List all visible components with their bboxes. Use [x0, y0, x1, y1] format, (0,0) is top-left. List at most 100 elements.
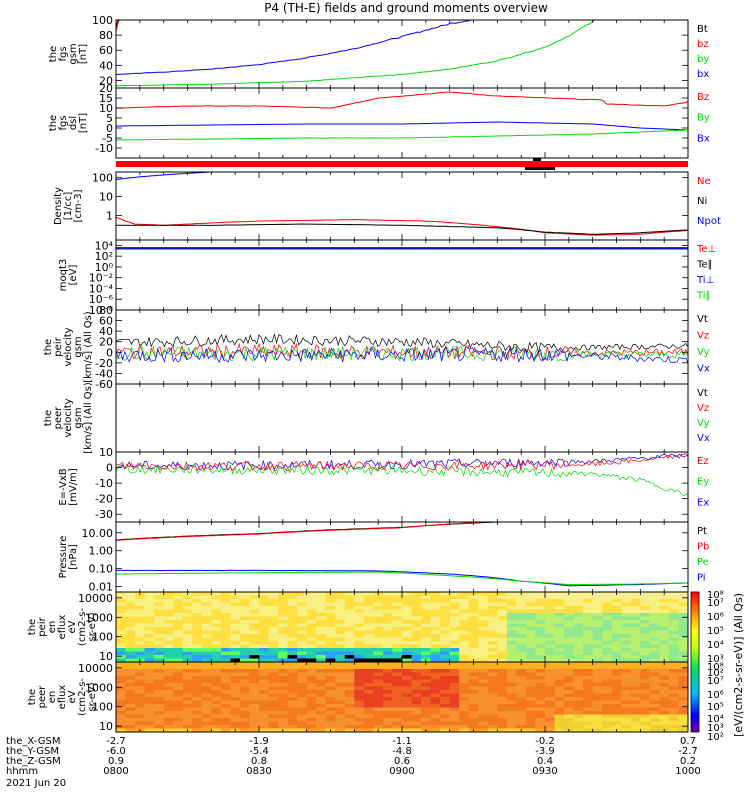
y-tick-label: -10 [95, 477, 113, 490]
legend-e_field-1: Ey [697, 477, 709, 488]
y-axis-label: en [47, 621, 58, 634]
y-axis-label: peer [37, 685, 48, 709]
series-peir_velocity-Vx [116, 346, 688, 364]
y-axis-label: en [47, 691, 58, 704]
colorbar-tick-label: 10⁶ [707, 612, 724, 623]
y-tick-label: 20 [99, 74, 113, 87]
y-tick-label: 10 [99, 446, 113, 459]
y-tick-label: 0 [106, 346, 113, 359]
y-axis-label: (cm2-s- [77, 608, 88, 646]
chart-title: P4 (TH-E) fields and ground moments over… [264, 1, 548, 15]
colorbar-tick-label: 10⁸ [707, 662, 724, 673]
y-tick-label: 1000 [85, 611, 113, 624]
y-tick-label: -20 [95, 357, 113, 370]
y-axis-label: peer [53, 406, 64, 430]
series-fgs_dsl-Bz [116, 91, 688, 109]
y-tick-label: 100 [92, 14, 113, 27]
panel-frame-fgs_gsm [115, 19, 689, 89]
y-tick-label: 100 [92, 172, 113, 185]
series-density-Ni [116, 223, 688, 235]
y-tick-label: 20 [99, 82, 113, 95]
legend-peir_velocity-3: Vx [697, 364, 710, 375]
y-tick-label: 10⁻⁶ [89, 293, 114, 306]
colorbar-tick-label: 10⁴ [707, 714, 724, 725]
y-tick-label: -60 [95, 378, 113, 391]
x-tick-label: -2.7 [678, 746, 698, 757]
colorbar-tick-label: 10⁷ [707, 676, 724, 687]
y-tick-label: 40 [99, 59, 113, 72]
y-axis-label: [nPa] [68, 544, 79, 570]
x-axis-row-label: the_Y-GSM [6, 746, 59, 757]
series-e_field-Ey [116, 463, 688, 497]
x-tick-label: 0800 [103, 766, 128, 777]
y-axis-label: eV [67, 620, 78, 633]
legend-peir_velocity-0: Vt [697, 314, 708, 325]
legend-pressure-3: Pi [697, 573, 706, 584]
y-axis-label: gsm [73, 407, 84, 428]
y-axis-label: dsl [68, 116, 79, 130]
colorbar-tick-label: 10⁶ [707, 690, 724, 701]
series-fgs_dsl-Bx [116, 121, 688, 131]
x-tick-label: 0.2 [680, 756, 696, 767]
y-axis-label: eflux [57, 685, 68, 710]
y-axis-label: [cm-3] [73, 189, 84, 222]
colorbar-tick-label: 10⁴ [707, 640, 724, 651]
panel-frame-density [115, 171, 689, 241]
y-axis-label: [mV/m] [68, 468, 79, 506]
legend-peer_velocity-0: Vt [697, 388, 708, 399]
y-tick-label: 10⁰ [95, 261, 114, 274]
legend-peer_velocity-2: Vy [697, 418, 710, 429]
quality-flag-bar [116, 161, 688, 167]
x-tick-label: 0.7 [680, 736, 696, 747]
y-tick-label: 10⁻⁸ [89, 304, 114, 317]
y-tick-label: 10 [99, 191, 113, 204]
y-axis-label: peir [37, 616, 48, 636]
y-tick-label: 1 [106, 209, 113, 222]
y-tick-label: 20 [99, 336, 113, 349]
y-axis-label: eflux [57, 615, 68, 640]
y-axis-label: the [43, 410, 54, 426]
legend-peir_velocity-2: Vy [697, 347, 710, 358]
y-tick-label: 40 [99, 325, 113, 338]
series-pressure-Pe [116, 571, 688, 586]
heatmap-peir_eflux [116, 592, 688, 662]
panel-frame-peer_velocity [115, 383, 689, 453]
y-axis-label: the [27, 619, 38, 635]
y-axis-label: [km/s] (All Qs) [83, 382, 94, 454]
legend-fgs_dsl-0: Bz [697, 92, 709, 103]
x-tick-label: -1.9 [249, 736, 269, 747]
series-e_field-Ez [116, 452, 688, 472]
y-tick-label: 1.00 [89, 545, 114, 558]
x-tick-label: 0930 [532, 766, 557, 777]
y-axis-label: [1/cc] [63, 192, 74, 221]
legend-pressure-2: Pe [697, 557, 709, 568]
y-axis-label: sr-eV) [87, 612, 98, 641]
x-tick-label: 0.6 [394, 756, 410, 767]
y-axis-label: [nT] [78, 113, 89, 133]
x-tick-label: -2.7 [106, 736, 126, 747]
legend-peer_velocity-3: Vx [697, 433, 710, 444]
panel-frame-e_field [115, 451, 689, 523]
x-tick-label: 0900 [389, 766, 414, 777]
y-axis-label: E=-VxB [58, 468, 69, 505]
colorbar [690, 591, 700, 733]
legend-moqt3-3: Ti∥ [696, 291, 711, 302]
y-tick-label: 1000 [85, 681, 113, 694]
series-fgs_dsl-By [116, 129, 688, 141]
colorbar-tick-label: 10³ [707, 654, 724, 665]
y-tick-label: 0.01 [89, 581, 114, 594]
y-axis-label: velocity [63, 327, 74, 366]
legend-e_field-0: Ez [697, 456, 709, 467]
y-tick-label: 10⁻² [89, 272, 113, 285]
y-tick-label: 0 [106, 462, 113, 475]
legend-density-1: Ni [697, 196, 707, 207]
y-tick-label: 10 [99, 102, 113, 115]
y-axis-label: (cm2-s- [77, 678, 88, 716]
x-tick-label: 0.8 [251, 756, 267, 767]
y-tick-label: 10⁻⁴ [89, 282, 114, 295]
y-axis-label: sr-eV) [87, 682, 98, 711]
y-axis-label: [eV] [68, 265, 79, 286]
series-pressure-Pi [116, 569, 688, 587]
y-axis-label: fgs [58, 115, 69, 130]
